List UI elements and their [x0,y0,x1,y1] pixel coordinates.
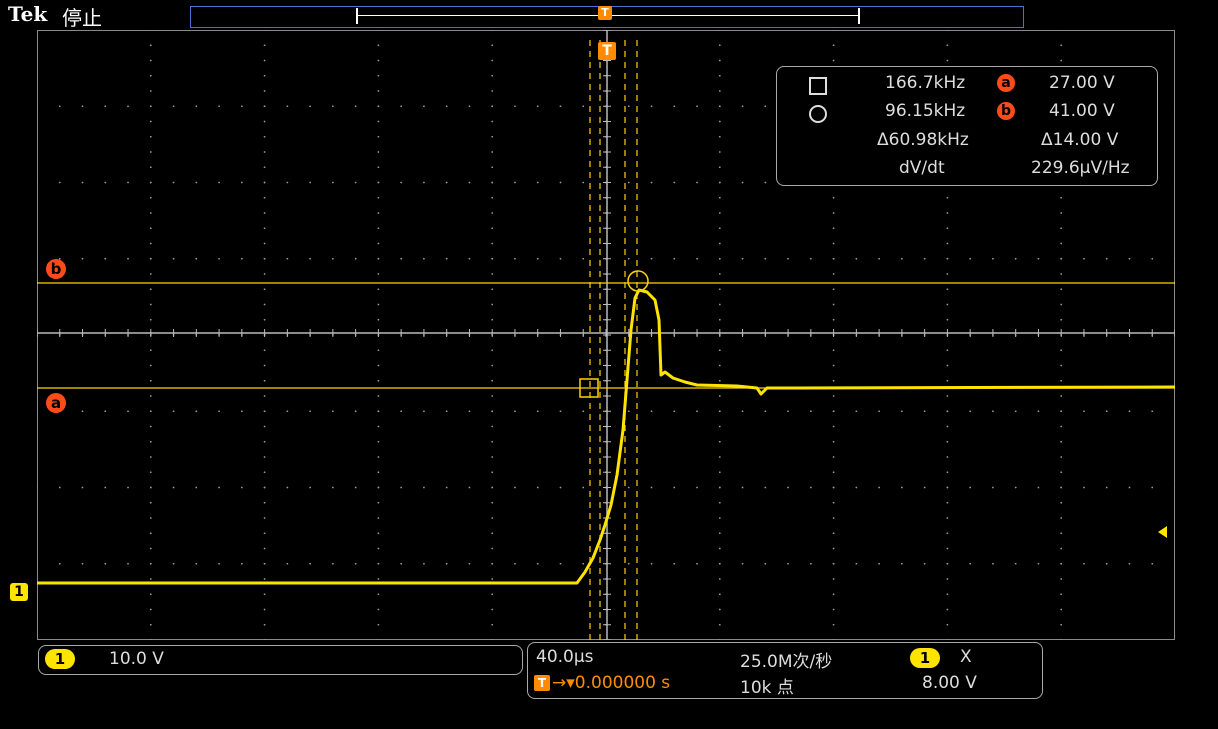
cursor-b-icon: b [997,102,1015,120]
trigger-position-icon: T [534,675,550,691]
cursor-readout-panel: 166.7kHz 96.15kHz Δ60.98kHz dV/dt a b 27… [776,66,1158,186]
sample-rate: 25.0M次/秒 [740,647,832,672]
delta-frequency: Δ60.98kHz [877,130,969,150]
circle-cursor-icon [809,105,827,123]
trigger-level-arrow-icon[interactable] [1158,526,1167,538]
time-per-division: 40.0µs [536,647,594,667]
cursor1-frequency: 166.7kHz [885,73,965,93]
trigger-coupling: X [960,647,972,667]
cursor-a-icon: a [997,74,1015,92]
square-cursor-icon [809,77,827,95]
trigger-source-badge: 1 [910,648,940,668]
channel-1-ground-marker[interactable]: 1 [10,583,28,601]
cursor2-frequency: 96.15kHz [885,101,965,121]
cursor-b-voltage: 41.00 V [1049,101,1115,121]
delta-voltage: Δ14.00 V [1041,130,1118,150]
dvdt-value: 229.6µV/Hz [1031,158,1130,178]
cursor-a-marker[interactable]: a [46,393,66,413]
acquisition-state: 停止 [62,2,102,31]
horizontal-trigger-panel[interactable]: 40.0µs T →▾0.000000 s 25.0M次/秒 10k 点 1 X… [527,642,1043,699]
trigger-level: 8.00 V [922,673,977,693]
trigger-position-marker-top[interactable]: T [598,6,612,20]
channel-1-scale-panel[interactable]: 1 10.0 V [38,645,523,675]
cursor-circle-marker [628,271,648,291]
channel-1-badge: 1 [45,649,75,669]
trigger-position: →▾0.000000 s [552,673,670,693]
dvdt-label: dV/dt [899,158,945,178]
channel-1-scale: 10.0 V [109,649,164,669]
brand-logo: Tek [8,2,47,26]
trigger-position-marker[interactable]: T [598,42,616,60]
cursor-a-voltage: 27.00 V [1049,73,1115,93]
cursor-b-marker[interactable]: b [46,259,66,279]
record-length: 10k 点 [740,673,794,698]
